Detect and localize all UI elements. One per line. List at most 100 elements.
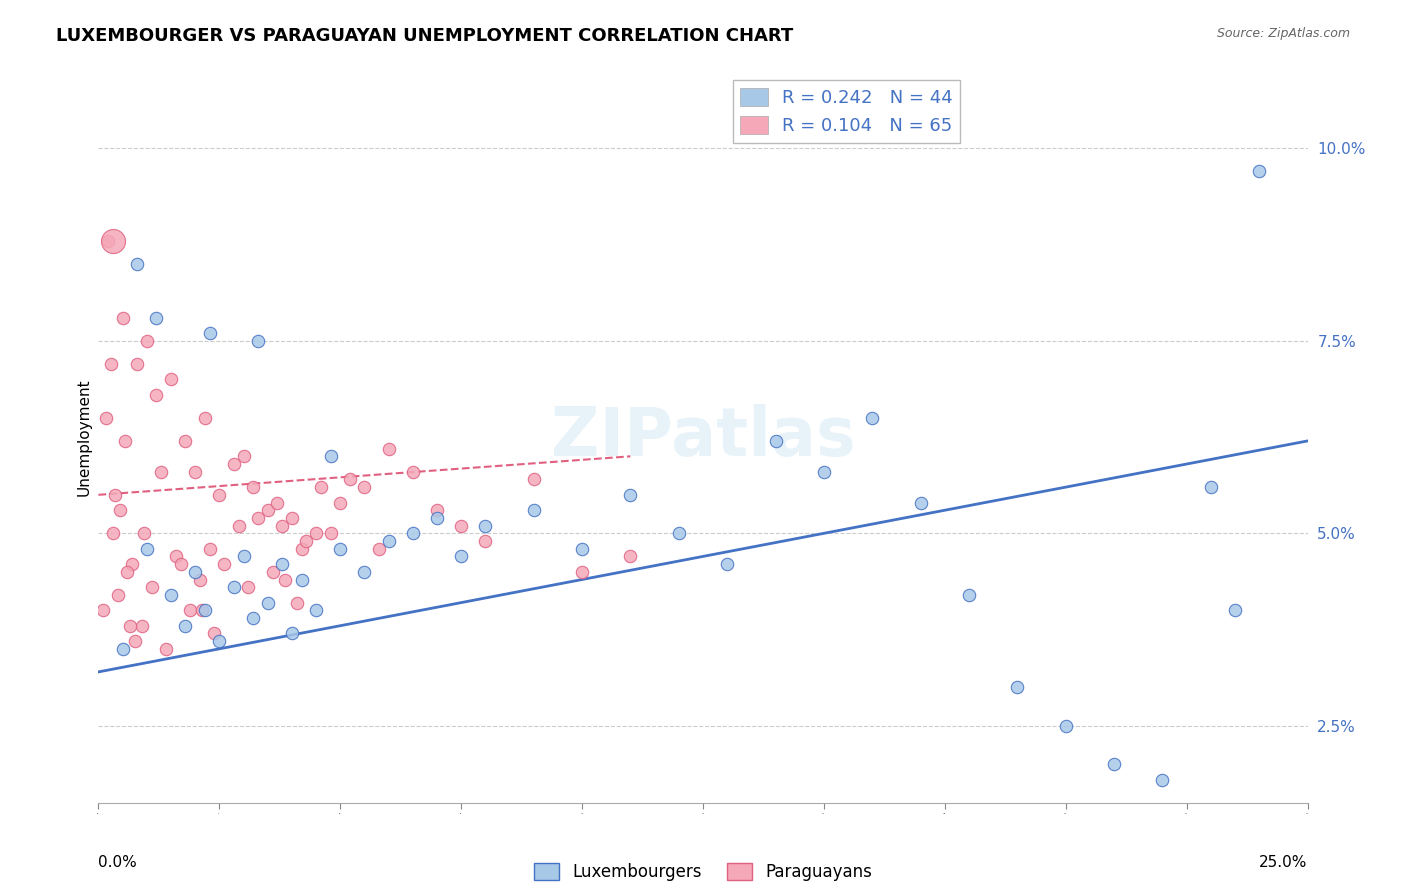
Point [273,573,295,587]
Point [242,611,264,625]
Point [523,503,546,517]
Point [426,511,449,525]
Point [97,234,120,248]
Point [131,618,153,632]
Point [402,465,425,479]
Point [295,534,318,549]
Point [368,541,391,556]
Point [290,541,312,556]
Point [145,388,167,402]
Point [571,565,593,579]
Point [329,495,352,509]
Point [222,580,245,594]
Point [716,557,738,571]
Point [108,503,131,517]
Point [124,634,146,648]
Point [104,488,127,502]
Point [271,557,294,571]
Point [305,603,328,617]
Point [426,503,449,517]
Point [1102,757,1125,772]
Point [198,541,221,556]
Point [208,634,231,648]
Point [232,450,254,464]
Text: ZIPatlas: ZIPatlas [551,404,855,470]
Point [523,472,546,486]
Point [94,410,117,425]
Point [1152,772,1174,787]
Point [450,549,472,564]
Point [135,334,157,348]
Point [262,565,284,579]
Point [174,434,197,448]
Point [222,457,245,471]
Point [247,511,270,525]
Point [179,603,201,617]
Point [1199,480,1222,494]
Point [191,603,214,617]
Point [619,488,641,502]
Point [135,541,157,556]
Legend: R = 0.242   N = 44, R = 0.104   N = 65: R = 0.242 N = 44, R = 0.104 N = 65 [734,80,960,143]
Point [377,442,399,456]
Point [290,573,312,587]
Point [127,257,149,271]
Point [114,434,136,448]
Point [402,526,425,541]
Point [165,549,187,564]
Point [619,549,641,564]
Point [285,596,308,610]
Point [198,326,221,340]
Point [208,488,231,502]
Point [117,565,139,579]
Point [238,580,260,594]
Point [860,410,883,425]
Point [160,588,183,602]
Point [141,580,163,594]
Point [353,480,375,494]
Point [127,357,149,371]
Point [194,603,217,617]
Point [319,450,342,464]
Point [1007,681,1029,695]
Point [765,434,787,448]
Text: 0.0%: 0.0% [98,855,138,870]
Point [957,588,980,602]
Point [101,526,124,541]
Point [571,541,593,556]
Point [266,495,288,509]
Point [910,495,932,509]
Point [813,465,835,479]
Point [305,526,328,541]
Point [339,472,361,486]
Point [184,565,207,579]
Point [184,465,207,479]
Point [377,534,399,549]
Text: 25.0%: 25.0% [1260,855,1308,870]
Point [232,549,254,564]
Point [150,465,173,479]
Point [91,603,114,617]
Text: LUXEMBOURGER VS PARAGUAYAN UNEMPLOYMENT CORRELATION CHART: LUXEMBOURGER VS PARAGUAYAN UNEMPLOYMENT … [56,27,793,45]
Point [309,480,332,494]
Point [101,234,124,248]
Point [204,626,226,640]
Point [169,557,191,571]
Point [319,526,342,541]
Point [228,518,250,533]
Point [271,518,294,533]
Point [450,518,472,533]
Point [329,541,352,556]
Point [256,503,278,517]
Point [145,310,167,325]
Point [1223,603,1246,617]
Point [474,518,496,533]
Point [212,557,235,571]
Point [194,410,217,425]
Point [111,641,134,656]
Point [474,534,496,549]
Point [1249,164,1271,178]
Point [100,357,122,371]
Point [134,526,156,541]
Point [247,334,270,348]
